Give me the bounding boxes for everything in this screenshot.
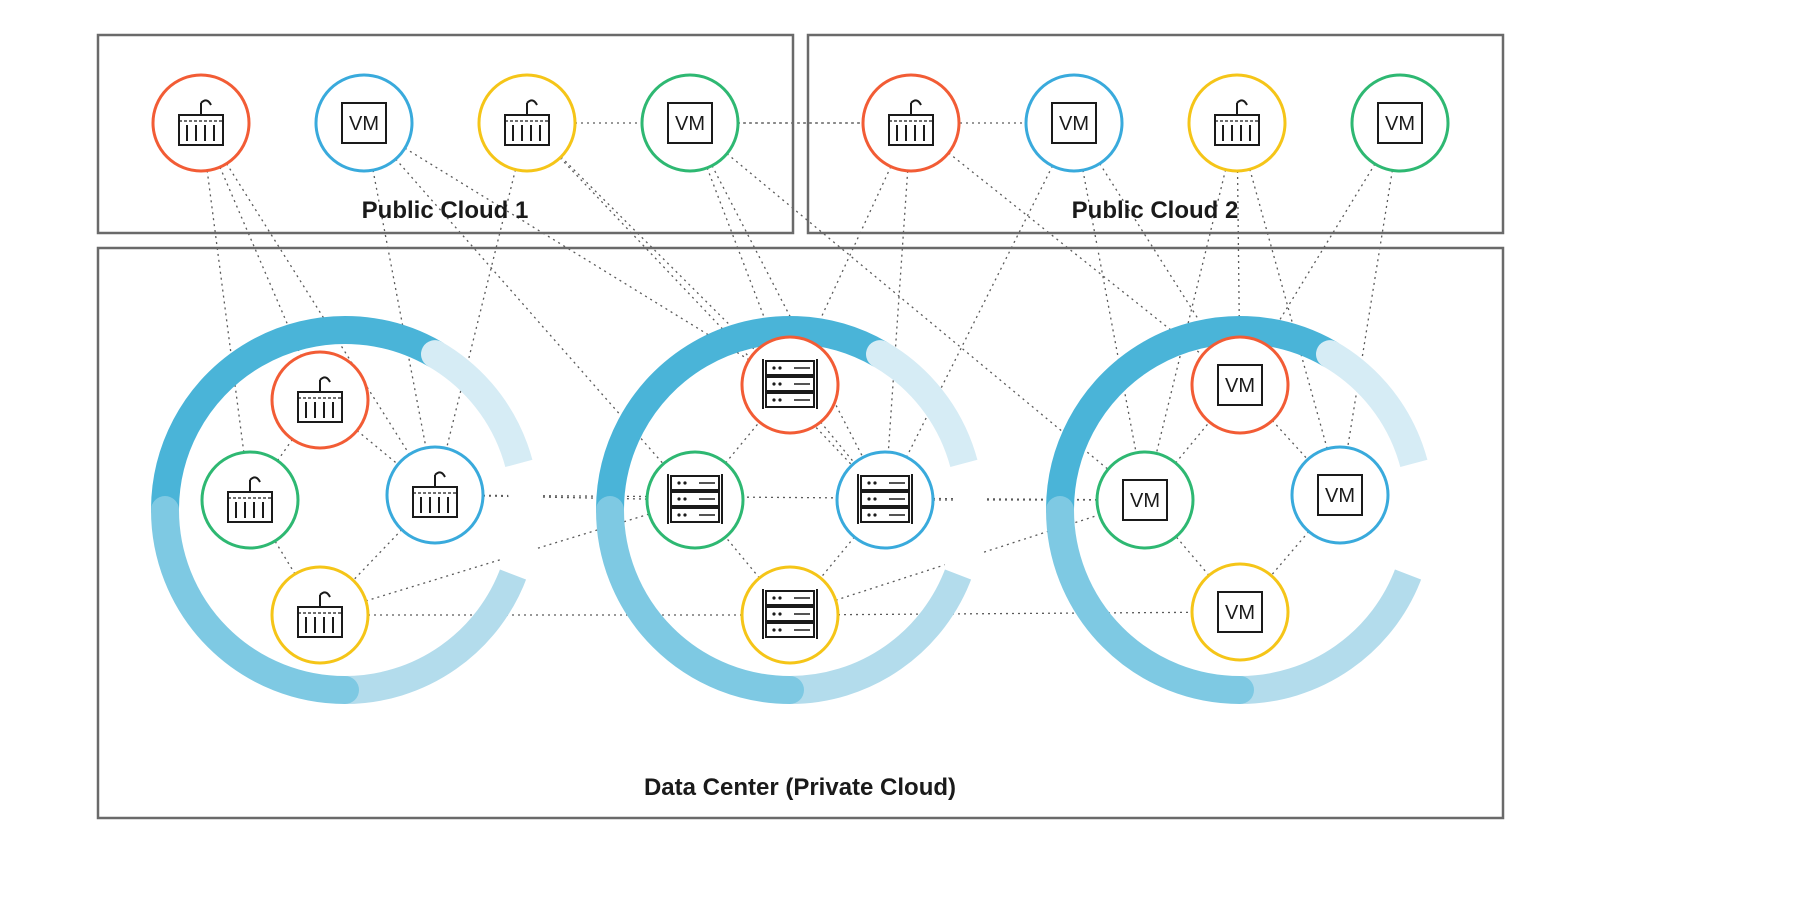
node-vm: VM [1352,75,1448,171]
node-container [202,452,298,548]
node-server [647,452,743,548]
node-container [272,352,368,448]
hybrid-cloud-diagram: VM VM VM VM VM VM VM VM Public Cloud 1 Public Cl… [0,0,1797,902]
vm-label: VM [1225,375,1255,397]
data_center-label: Data Center (Private Cloud) [644,774,956,801]
connection-edge [364,123,695,500]
node-vm: VM [1097,452,1193,548]
node-container [272,567,368,663]
public_cloud_2-label: Public Cloud 2 [1072,197,1239,224]
connection-edge [885,123,1074,500]
connection-edge [885,123,911,500]
node-vm: VM [1192,564,1288,660]
connection-edge [527,123,885,500]
node-vm: VM [316,75,412,171]
vm-label: VM [1385,113,1415,135]
node-container [153,75,249,171]
vm-label: VM [349,113,379,135]
node-vm: VM [1292,447,1388,543]
node-vm: VM [1026,75,1122,171]
vm-label: VM [1325,485,1355,507]
node-container [387,447,483,543]
node-server [837,452,933,548]
vm-label: VM [675,113,705,135]
vm-label: VM [1130,490,1160,512]
node-server [742,567,838,663]
node-container [863,75,959,171]
node-container [1189,75,1285,171]
node-container [479,75,575,171]
connection-edge [435,495,1145,500]
vm-label: VM [1059,113,1089,135]
connection-edge [690,123,885,500]
public_cloud_1-label: Public Cloud 1 [362,197,529,224]
vm-label: VM [1225,602,1255,624]
node-vm: VM [1192,337,1288,433]
connection-edge [790,612,1240,615]
node-vm: VM [642,75,738,171]
node-server [742,337,838,433]
